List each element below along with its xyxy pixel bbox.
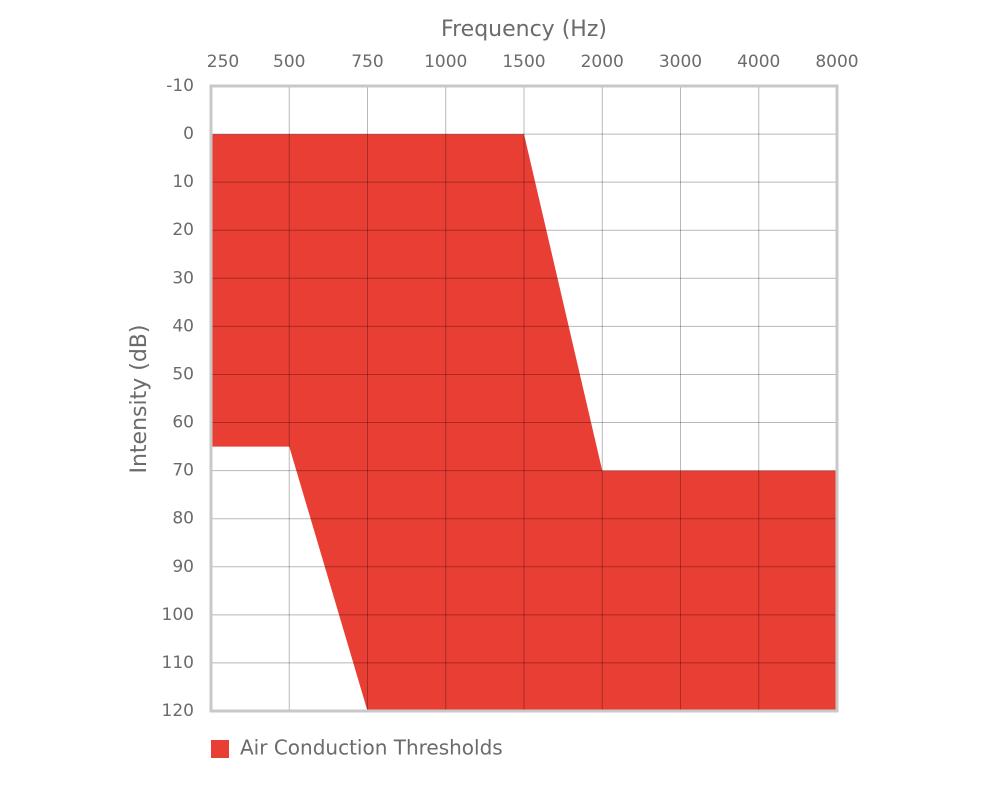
legend-label: Air Conduction Thresholds — [240, 736, 503, 760]
legend-swatch — [211, 740, 229, 758]
y-tick-label: -10 — [166, 76, 194, 96]
x-tick-label: 4000 — [737, 52, 780, 72]
y-tick-label: 90 — [172, 557, 194, 577]
x-tick-label: 8000 — [815, 52, 858, 72]
x-tick-label: 500 — [273, 52, 305, 72]
y-tick-label: 0 — [183, 124, 194, 144]
y-tick-label: 20 — [172, 220, 194, 240]
y-tick-label: 70 — [172, 461, 194, 481]
x-tick-label: 750 — [351, 52, 383, 72]
x-tick-label: 3000 — [659, 52, 702, 72]
y-tick-label: 30 — [172, 268, 194, 288]
x-tick-label: 1000 — [424, 52, 467, 72]
x-tick-label: 1500 — [502, 52, 545, 72]
y-axis-label: Intensity (dB) — [127, 325, 152, 474]
y-tick-label: 50 — [172, 364, 194, 384]
y-tick-label: 10 — [172, 172, 194, 192]
x-tick-label: 250 — [207, 52, 239, 72]
range-area — [211, 134, 837, 712]
y-tick-label: 40 — [172, 316, 194, 336]
chart-title: Frequency (Hz) — [441, 17, 607, 42]
y-tick-label: 80 — [172, 509, 194, 529]
y-tick-label: 120 — [162, 701, 194, 721]
y-tick-label: 110 — [162, 653, 194, 673]
plot-border — [209, 84, 839, 713]
y-tick-label: 100 — [162, 605, 194, 625]
x-tick-label: 2000 — [581, 52, 624, 72]
y-tick-label: 60 — [172, 413, 194, 433]
